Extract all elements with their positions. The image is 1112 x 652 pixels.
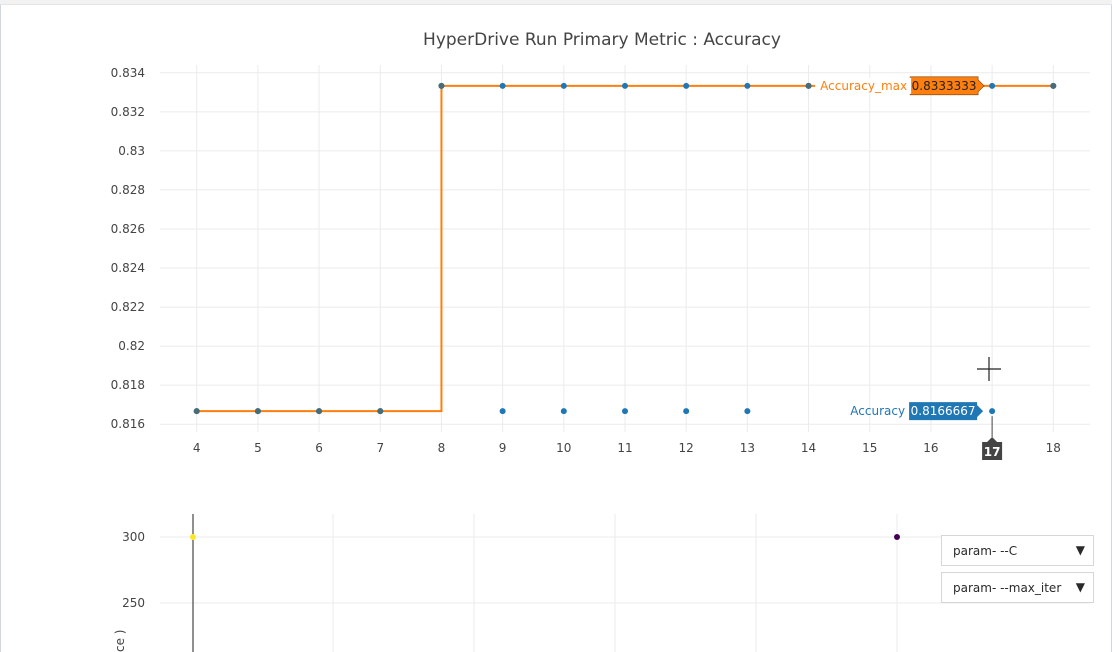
accuracy-point <box>683 408 690 415</box>
x-gridlines <box>196 65 1054 432</box>
crosshair-cursor-icon <box>977 357 1001 381</box>
chart-title: HyperDrive Run Primary Metric : Accuracy <box>423 30 781 50</box>
y-tick-label: 0.828 <box>111 183 145 197</box>
accuracy-point <box>805 82 812 89</box>
y-tick-label: 0.832 <box>111 105 145 119</box>
accuracy-point <box>254 408 261 415</box>
accuracy-markers <box>193 82 1057 415</box>
x-tick-label: 8 <box>438 441 446 455</box>
parallel-coordinates-chart[interactable]: 300 250 ce ) <box>0 482 1112 652</box>
accuracy-hover-value: 0.8166667 <box>911 404 976 418</box>
y-tick-labels: 0.816 0.818 0.82 0.822 0.824 0.826 0.828 0.83 0.… <box>111 66 145 431</box>
accuracy-max-point <box>560 82 567 89</box>
accuracy-point <box>193 408 200 415</box>
x-tick-label: 16 <box>923 441 938 455</box>
x-tick-label: 12 <box>679 441 694 455</box>
y-tick-label: 0.826 <box>111 222 145 236</box>
sub-points <box>190 534 900 540</box>
accuracy-max-line <box>196 84 1054 413</box>
accuracy-point <box>1050 82 1057 89</box>
sub-y-axis-label: ce ) <box>113 630 127 652</box>
accuracy-point <box>316 408 323 415</box>
x-hover-box <box>982 437 1003 460</box>
y-tick-label: 0.818 <box>111 378 145 392</box>
x-hover-label: 17 <box>984 445 1001 459</box>
y-tick-label: 0.822 <box>111 300 145 314</box>
x-tick-label: 4 <box>193 441 201 455</box>
accuracy-hover-box <box>909 402 984 421</box>
x-tick-labels: 456789101112131415161718 <box>193 441 1061 455</box>
accuracy-point <box>989 408 996 415</box>
accuracy-max-point <box>683 82 690 89</box>
accuracy-max-hover-value: 0.8333333 <box>912 79 977 93</box>
sub-y-tick-label: 300 <box>122 530 145 544</box>
x-tick-label: 6 <box>315 441 323 455</box>
x-tick-label: 11 <box>617 441 632 455</box>
accuracy-max-point <box>744 82 751 89</box>
accuracy-point <box>377 408 384 415</box>
accuracy-max-point <box>989 82 996 89</box>
accuracy-point <box>560 408 567 415</box>
y-tick-label: 0.824 <box>111 261 145 275</box>
param-c-dropdown[interactable]: param- --C ▼ <box>941 535 1094 566</box>
accuracy-point <box>744 408 751 415</box>
x-tick-label: 13 <box>740 441 755 455</box>
sub-point <box>894 534 900 540</box>
caret-down-icon: ▼ <box>1075 543 1085 557</box>
param-max-iter-dropdown-label: param- --max_iter <box>953 581 1062 595</box>
x-tick-label: 7 <box>376 441 384 455</box>
param-c-dropdown-label: param- --C <box>953 544 1018 558</box>
y-tick-label: 0.834 <box>111 66 145 80</box>
sub-y-tick-label: 250 <box>122 596 145 610</box>
top-strip <box>0 0 1112 5</box>
y-tick-label: 0.83 <box>118 144 145 158</box>
x-tick-label: 15 <box>862 441 877 455</box>
x-tick-label: 14 <box>801 441 816 455</box>
accuracy-max-point <box>499 82 506 89</box>
accuracy-point <box>622 408 628 415</box>
x-tick-label: 9 <box>499 441 507 455</box>
y-gridlines <box>160 72 1090 425</box>
y-tick-label: 0.816 <box>111 417 145 431</box>
sub-y-tick-labels: 300 250 <box>122 530 145 610</box>
accuracy-point <box>499 408 506 415</box>
sub-point <box>190 534 196 540</box>
param-max-iter-dropdown[interactable]: param- --max_iter ▼ <box>941 572 1094 603</box>
accuracy-max-point <box>622 82 628 89</box>
x-tick-label: 18 <box>1046 441 1061 455</box>
primary-metric-chart[interactable]: HyperDrive Run Primary Metric : Accuracy… <box>0 0 1112 470</box>
x-tick-label: 5 <box>254 441 262 455</box>
accuracy-max-hover-name-bg <box>815 77 912 94</box>
hover-labels: 0.8166667 Accuracy 0.8333333 Accuracy_max 17 <box>815 76 1003 460</box>
accuracy-hover-name: Accuracy <box>850 404 905 418</box>
y-tick-label: 0.82 <box>118 339 145 353</box>
x-tick-label: 10 <box>556 441 571 455</box>
caret-down-icon: ▼ <box>1075 580 1085 594</box>
accuracy-point <box>438 82 445 89</box>
accuracy-max-hover-name: Accuracy_max <box>820 79 907 93</box>
